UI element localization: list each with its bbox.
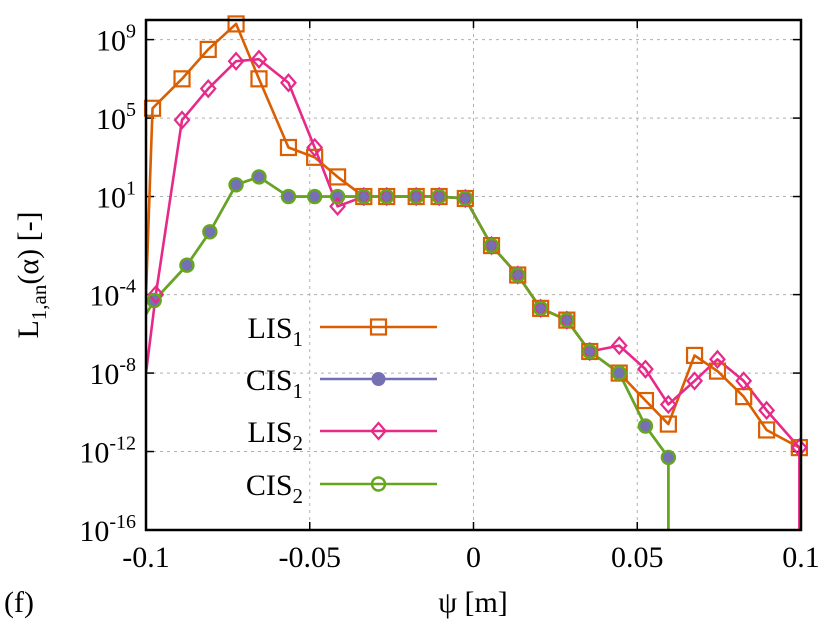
- data-point-lis2: [199, 78, 217, 99]
- series-line-lis1: [146, 22, 800, 449]
- y-tick-label: 10-8: [89, 354, 136, 391]
- data-point-lis2: [147, 284, 165, 305]
- data-point-cis2: [582, 343, 598, 360]
- data-point-cis2: [611, 365, 627, 381]
- data-point-lis2: [610, 335, 628, 356]
- data-point-lis2: [659, 394, 677, 415]
- data-point-lis1: [306, 148, 324, 166]
- data-point-cis2: [637, 418, 654, 434]
- data-point-lis1: [328, 168, 347, 186]
- legend-marker-lis2: [370, 421, 387, 441]
- data-point-cis2: [660, 449, 677, 466]
- y-axis-title-sub: 1,an: [27, 284, 51, 320]
- y-tick-label: 109: [96, 21, 136, 58]
- data-point-cis2: [379, 188, 395, 205]
- y-axis-title-main: L: [12, 320, 45, 338]
- data-point-lis1: [227, 15, 245, 33]
- data-point-lis1: [636, 391, 655, 410]
- data-point-cis2: [532, 300, 549, 317]
- data-point-cis2: [431, 188, 447, 205]
- legend-label-lis1: LIS1: [248, 312, 304, 351]
- data-point-cis2: [329, 188, 346, 205]
- data-point-lis2: [686, 371, 704, 391]
- legend-label-cis1: CIS1: [246, 364, 303, 403]
- legend-marker-lis1: [369, 318, 388, 336]
- y-axis-title: L1,an(α) [-]: [12, 211, 51, 338]
- data-point-lis2: [709, 349, 726, 370]
- data-point-cis2: [251, 169, 267, 185]
- data-point-cis2: [306, 188, 323, 205]
- data-point-lis2: [636, 359, 654, 379]
- data-point-cis2: [510, 267, 526, 283]
- x-tick-label: -0.1: [122, 541, 170, 574]
- data-point-lis2: [280, 73, 297, 93]
- data-point-cis2: [559, 312, 575, 328]
- data-point-lis1: [708, 362, 727, 380]
- data-point-cis2: [202, 224, 218, 240]
- data-point-lis2: [790, 437, 808, 458]
- y-tick-label: 10-4: [89, 276, 136, 313]
- x-tick-label: 0.1: [782, 541, 820, 574]
- legend-marker-cis2: [370, 476, 387, 492]
- data-point-lis2: [329, 196, 347, 217]
- data-point-cis2: [356, 188, 372, 205]
- x-axis-title: ψ [m]: [438, 586, 508, 619]
- x-tick-labels: -0.1 -0.05 0 0.05 0.1: [122, 541, 820, 574]
- data-point-cis2: [483, 237, 500, 254]
- y-tick-label: 10-16: [79, 511, 136, 548]
- data-point-lis2: [306, 137, 324, 158]
- data-point-cis2: [280, 188, 297, 205]
- data-point-lis2: [173, 110, 191, 130]
- data-point-lis1: [199, 40, 217, 59]
- y-axis-title-rest: (α) [-]: [12, 211, 45, 284]
- y-tick-label: 105: [96, 99, 136, 136]
- data-point-lis2: [735, 371, 753, 391]
- data-point-cis2: [179, 257, 195, 273]
- data-point-lis1: [173, 70, 191, 88]
- data-point-lis2: [227, 51, 245, 71]
- data-point-lis2: [250, 49, 268, 69]
- y-tick-label: 101: [96, 178, 136, 215]
- legend-label-lis2: LIS2: [248, 416, 304, 455]
- legend: LIS1 CIS1 LIS2 CIS2: [246, 312, 437, 508]
- panel-tag: (f): [4, 586, 34, 619]
- series-layer: [146, 22, 801, 530]
- data-point-lis1: [659, 415, 677, 433]
- grid-lines: [145, 20, 802, 531]
- data-point-cis2: [146, 292, 162, 309]
- y-tick-labels: 109 105 101 10-4 10-8 10-12 10-16: [79, 21, 136, 548]
- x-tick-label: -0.05: [279, 541, 342, 574]
- data-point-cis2: [228, 177, 244, 193]
- y-tick-label: 10-12: [79, 433, 136, 470]
- plot-frame: [144, 18, 803, 532]
- data-point-lis1: [758, 421, 776, 439]
- marker-layer: [143, 15, 808, 466]
- legend-marker-cis1: [371, 372, 386, 386]
- x-tick-label: 0.05: [611, 541, 664, 574]
- data-point-lis2: [758, 400, 776, 421]
- data-point-lis1: [250, 70, 268, 88]
- data-point-lis1: [685, 346, 704, 365]
- legend-label-cis2: CIS2: [246, 469, 303, 508]
- data-point-cis2: [457, 190, 474, 207]
- data-point-cis2: [408, 188, 424, 205]
- x-tick-label: 0: [466, 541, 481, 574]
- data-point-lis1: [279, 138, 298, 157]
